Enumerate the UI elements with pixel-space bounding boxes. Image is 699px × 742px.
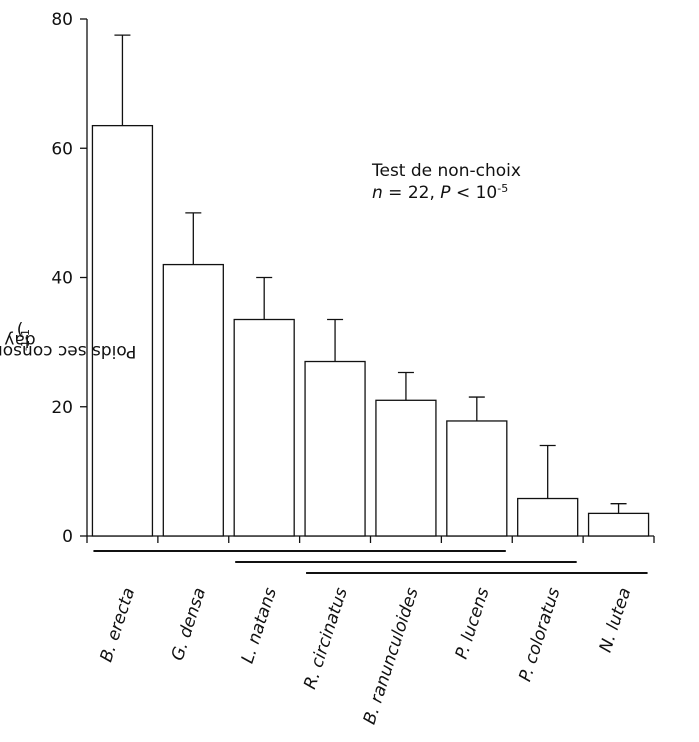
grouping-lines: [93, 550, 648, 574]
y-tick-label: 40: [51, 269, 73, 289]
annotation-stats: n = 22, P < 10-5: [372, 182, 509, 203]
y-tick-label: 60: [51, 139, 73, 159]
bar: [91, 124, 154, 537]
x-tick-labels: B. erecta G. densa L. natans R. circinatus B…: [96, 585, 635, 727]
y-tick-label: 0: [62, 527, 73, 547]
y-tick-label: 80: [51, 10, 73, 30]
bar: [162, 263, 224, 537]
x-tick-label: B. erecta: [96, 585, 139, 664]
x-tick-label: B. ranunculoides: [360, 585, 423, 727]
x-tick-label: L. natans: [238, 585, 281, 666]
x-tick-label: P. lucens: [452, 585, 494, 661]
bar: [517, 497, 579, 537]
x-tick-label: R. circinatus: [300, 585, 352, 691]
bar: [587, 512, 650, 537]
bar: [375, 399, 437, 537]
bar: [233, 318, 295, 537]
bar: [446, 420, 508, 537]
x-tick-label: P. coloratus: [515, 585, 564, 684]
annotation: Test de non-choix n = 22, P < 10-5: [372, 160, 521, 204]
x-tick-label: G. densa: [168, 585, 210, 663]
bars: [91, 34, 650, 537]
bar: [304, 360, 366, 537]
x-tick-label: N. lutea: [596, 585, 636, 654]
annotation-test-label: Test de non-choix: [372, 161, 521, 181]
y-tick-label: 20: [51, 398, 73, 418]
